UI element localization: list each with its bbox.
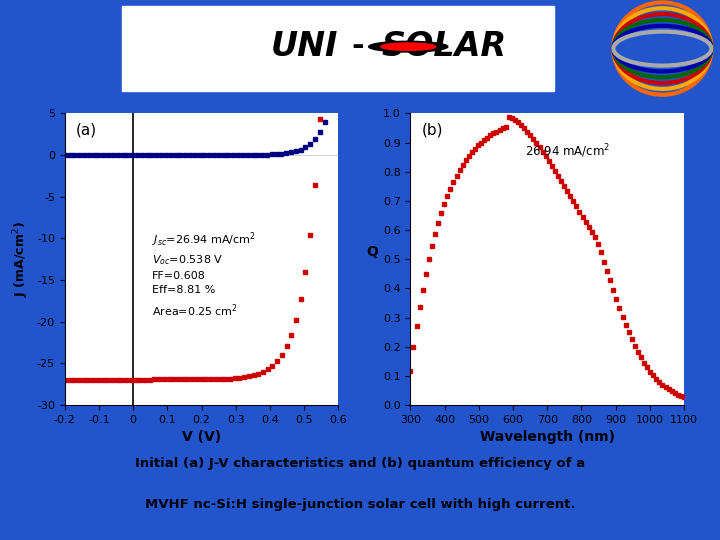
X-axis label: V (V): V (V) (182, 430, 221, 444)
Text: -: - (351, 32, 364, 61)
Y-axis label: J (mA/cm$^2$): J (mA/cm$^2$) (12, 221, 32, 297)
Circle shape (381, 43, 436, 50)
Text: $J_{sc}$=26.94 mA/cm$^2$
$V_{oc}$=0.538 V
FF=0.608
Eff=8.81 %
Area=0.25 cm$^2$: $J_{sc}$=26.94 mA/cm$^2$ $V_{oc}$=0.538 … (153, 230, 256, 319)
Text: UNI: UNI (271, 30, 338, 63)
Text: MVHF nc-Si:H single-junction solar cell with high current.: MVHF nc-Si:H single-junction solar cell … (145, 498, 575, 511)
X-axis label: Wavelength (nm): Wavelength (nm) (480, 430, 615, 444)
FancyBboxPatch shape (122, 6, 554, 91)
Circle shape (369, 41, 448, 52)
Text: SOLAR: SOLAR (382, 30, 507, 63)
Text: 26.94 mA/cm$^2$: 26.94 mA/cm$^2$ (526, 143, 611, 160)
Text: (b): (b) (421, 122, 443, 137)
Text: Initial (a) J-V characteristics and (b) quantum efficiency of a: Initial (a) J-V characteristics and (b) … (135, 457, 585, 470)
Y-axis label: Q: Q (366, 245, 378, 259)
Text: (a): (a) (76, 122, 97, 137)
